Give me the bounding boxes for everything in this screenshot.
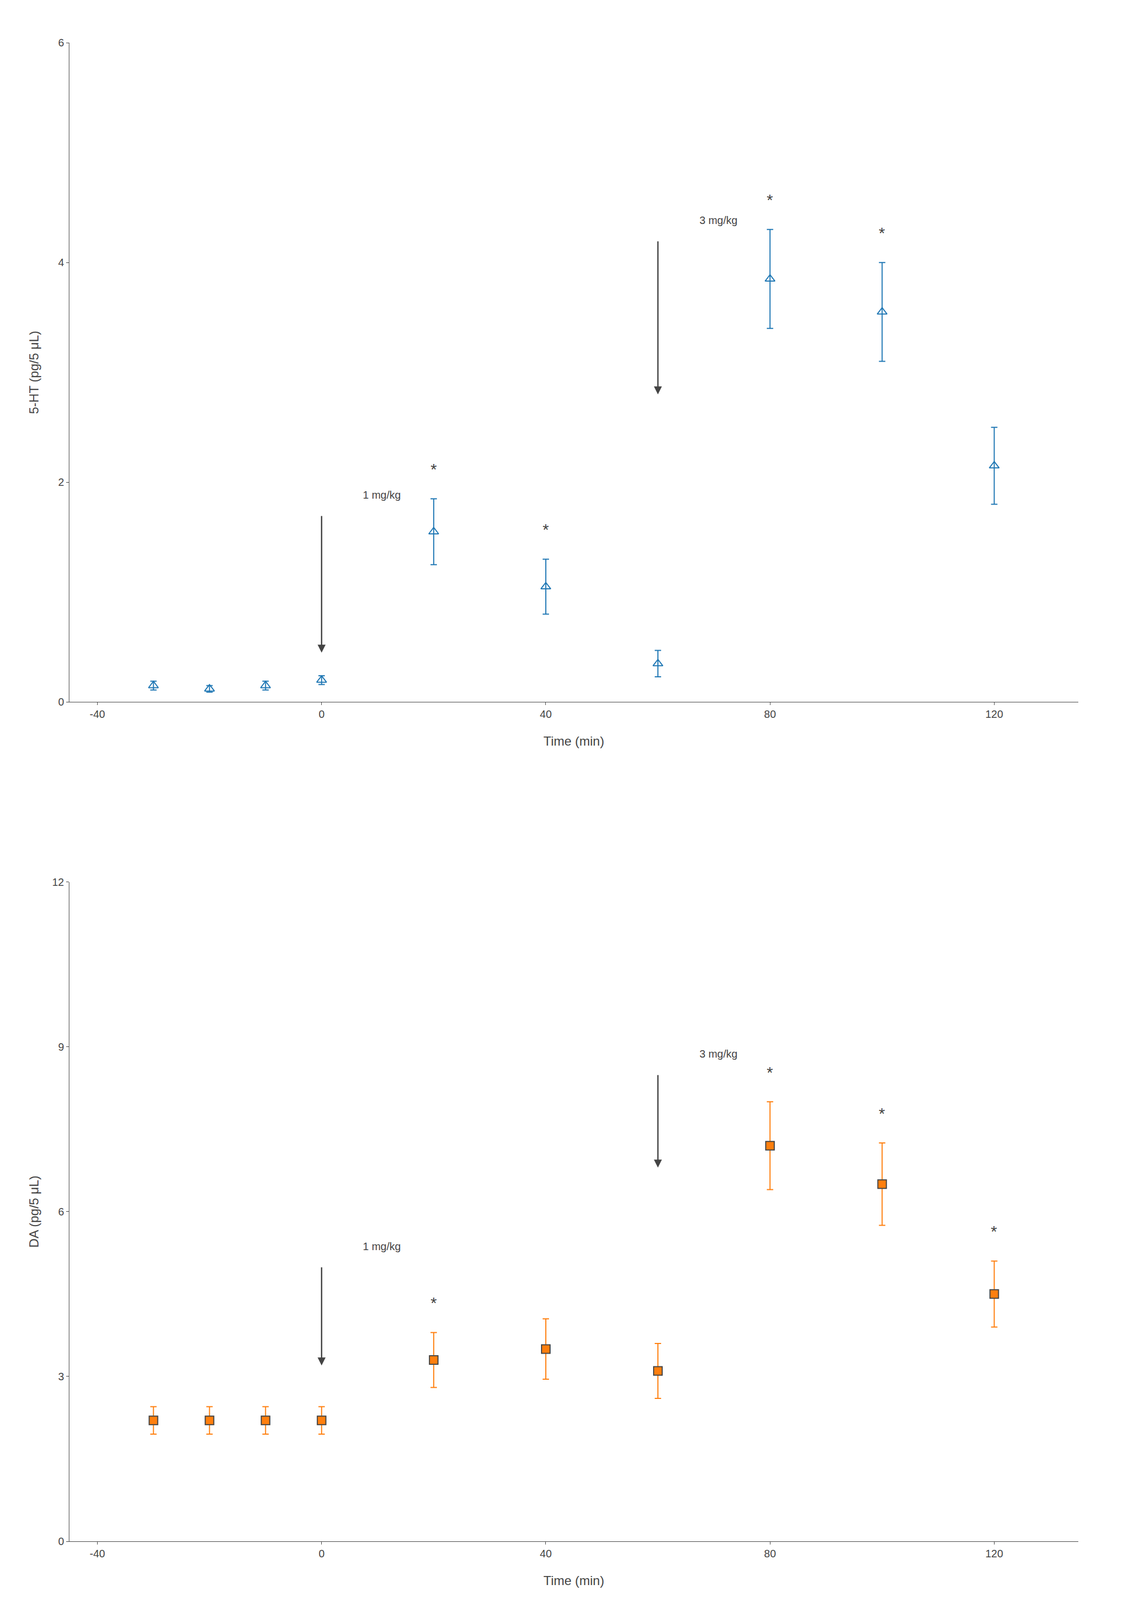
svg-text:*: * <box>766 191 774 209</box>
svg-text:1 mg/kg: 1 mg/kg <box>362 1241 401 1253</box>
svg-text:40: 40 <box>539 1548 552 1561</box>
svg-text:-40: -40 <box>89 708 106 721</box>
svg-text:-40: -40 <box>89 1548 106 1561</box>
svg-text:*: * <box>878 1104 886 1123</box>
svg-text:Time (min): Time (min) <box>543 734 605 749</box>
svg-text:3 mg/kg: 3 mg/kg <box>699 1048 738 1061</box>
svg-text:*: * <box>878 224 886 242</box>
svg-text:DA (pg/5 μL): DA (pg/5 μL) <box>26 1175 42 1248</box>
svg-text:120: 120 <box>985 708 1004 721</box>
svg-text:*: * <box>990 1222 998 1241</box>
svg-text:120: 120 <box>985 1548 1004 1561</box>
svg-text:80: 80 <box>764 708 776 721</box>
svg-text:*: * <box>766 1063 774 1082</box>
svg-text:9: 9 <box>58 1041 65 1054</box>
svg-text:4: 4 <box>58 256 65 269</box>
svg-text:*: * <box>542 520 550 539</box>
svg-text:0: 0 <box>58 1536 65 1548</box>
svg-text:*: * <box>430 460 437 479</box>
svg-text:*: * <box>430 1294 437 1313</box>
svg-text:1 mg/kg: 1 mg/kg <box>362 489 401 502</box>
svg-text:12: 12 <box>52 876 65 889</box>
svg-text:0: 0 <box>58 696 65 709</box>
svg-text:2: 2 <box>58 476 65 489</box>
svg-text:0: 0 <box>318 1548 325 1561</box>
svg-text:6: 6 <box>58 36 65 49</box>
svg-text:3: 3 <box>58 1371 65 1383</box>
svg-text:Time (min): Time (min) <box>543 1573 605 1589</box>
svg-text:40: 40 <box>539 708 552 721</box>
svg-text:5-HT (pg/5 μL): 5-HT (pg/5 μL) <box>26 330 42 415</box>
svg-text:0: 0 <box>318 708 325 721</box>
svg-text:80: 80 <box>764 1548 776 1561</box>
svg-text:6: 6 <box>58 1206 65 1219</box>
svg-text:3 mg/kg: 3 mg/kg <box>699 214 738 227</box>
